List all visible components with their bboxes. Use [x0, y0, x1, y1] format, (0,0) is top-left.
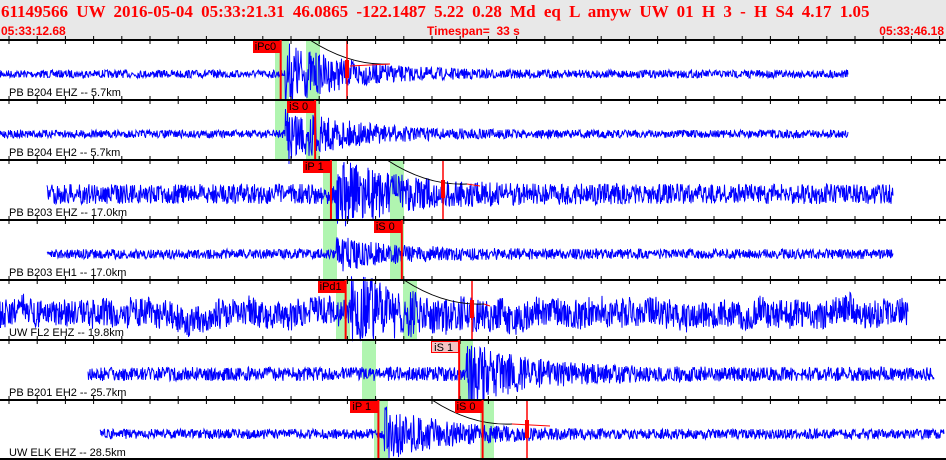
coda-fit-curve [309, 39, 391, 65]
channel-label[interactable]: PB B203 EH1 -- 17.0km [9, 267, 127, 279]
amplitude-bar [470, 300, 474, 318]
amplitude-bar [441, 180, 445, 198]
coda-fit-curve [403, 279, 485, 305]
channel-label[interactable]: PB B203 EHZ -- 17.0km [9, 207, 127, 219]
coda-line [511, 423, 551, 427]
coda-line [483, 303, 491, 307]
event-summary: 61149566 UW 2016-05-04 05:33:21.31 46.08… [1, 2, 870, 21]
phase-pick-label[interactable]: iS 0 [287, 101, 316, 113]
phase-pick-label[interactable]: iS 0 [454, 401, 483, 413]
event-header: 61149566 UW 2016-05-04 05:33:21.31 46.08… [0, 0, 946, 40]
coda-fit-curve [431, 399, 513, 425]
end-time: 05:33:46.18 [879, 24, 944, 38]
seismogram-trace [87, 345, 935, 407]
start-time: 05:33:12.68 [1, 24, 66, 38]
seismogram-trace [46, 162, 894, 228]
coda-line [466, 183, 481, 187]
channel-label[interactable]: UW ELK EHZ -- 28.5km [9, 447, 126, 459]
amplitude-bar [525, 420, 529, 438]
seismogram-trace [46, 237, 894, 272]
coda-fit-curve [386, 159, 468, 185]
seismogram-trace [0, 276, 909, 342]
phase-pick-label[interactable]: iP 1 [302, 161, 331, 173]
seismogram-trace [0, 43, 849, 107]
channel-label[interactable]: PB B201 EH2 -- 25.7km [9, 387, 127, 399]
seismogram-trace [99, 406, 945, 459]
phase-pick-label[interactable]: iS 0 [373, 221, 402, 233]
timespan: Timespan= 33 s [427, 24, 520, 38]
channel-label[interactable]: UW FL2 EHZ -- 19.8km [9, 327, 124, 339]
phase-window [323, 220, 337, 280]
phase-pick-label[interactable]: iP 1 [350, 401, 379, 413]
phase-pick-label[interactable]: iS 1 [431, 341, 460, 354]
phase-pick-label[interactable]: iPc0 [252, 41, 281, 53]
amplitude-bar [345, 60, 349, 78]
channel-label[interactable]: PB B204 EH2 -- 5.7km [9, 147, 121, 159]
phase-pick-label[interactable]: iPd1 [317, 281, 346, 293]
channel-label[interactable]: PB B204 EHZ -- 5.7km [9, 87, 121, 99]
coda-line [349, 63, 391, 67]
seismogram-trace [0, 108, 849, 165]
